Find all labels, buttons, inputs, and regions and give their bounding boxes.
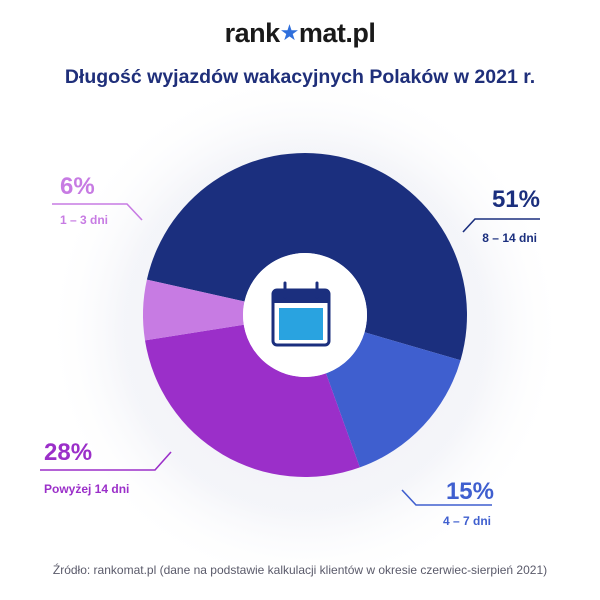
category-label-3: Powyżej 14 dni	[44, 482, 130, 496]
slice-1	[146, 152, 467, 361]
donut-slices	[143, 152, 467, 477]
slice-4	[143, 279, 245, 341]
slice-2	[326, 332, 461, 468]
brand-logo: rank★mat.pl	[224, 18, 376, 48]
value-label-2: 15%	[445, 478, 494, 505]
leader-line-1	[462, 218, 540, 233]
value-label-3: 28%	[44, 439, 93, 466]
value-label-1: 51%	[491, 186, 540, 213]
calendar-icon	[271, 281, 331, 347]
category-label-4: 1 – 3 dni	[60, 213, 109, 227]
star-icon: ★	[279, 20, 300, 45]
slice-3	[144, 324, 360, 477]
value-label-4: 6%	[60, 173, 95, 200]
source-note: Źródło: rankomat.pl (dane na podstawie k…	[52, 563, 548, 577]
leader-line-3	[40, 451, 172, 471]
leader-line-2	[401, 489, 492, 506]
category-label-2: 4 – 7 dni	[442, 514, 491, 528]
chart-title: Długość wyjazdów wakacyjnych Polaków w 2…	[64, 66, 536, 88]
leader-lines	[40, 203, 540, 506]
category-label-1: 8 – 14 dni	[482, 231, 537, 245]
leader-line-4	[52, 203, 143, 221]
